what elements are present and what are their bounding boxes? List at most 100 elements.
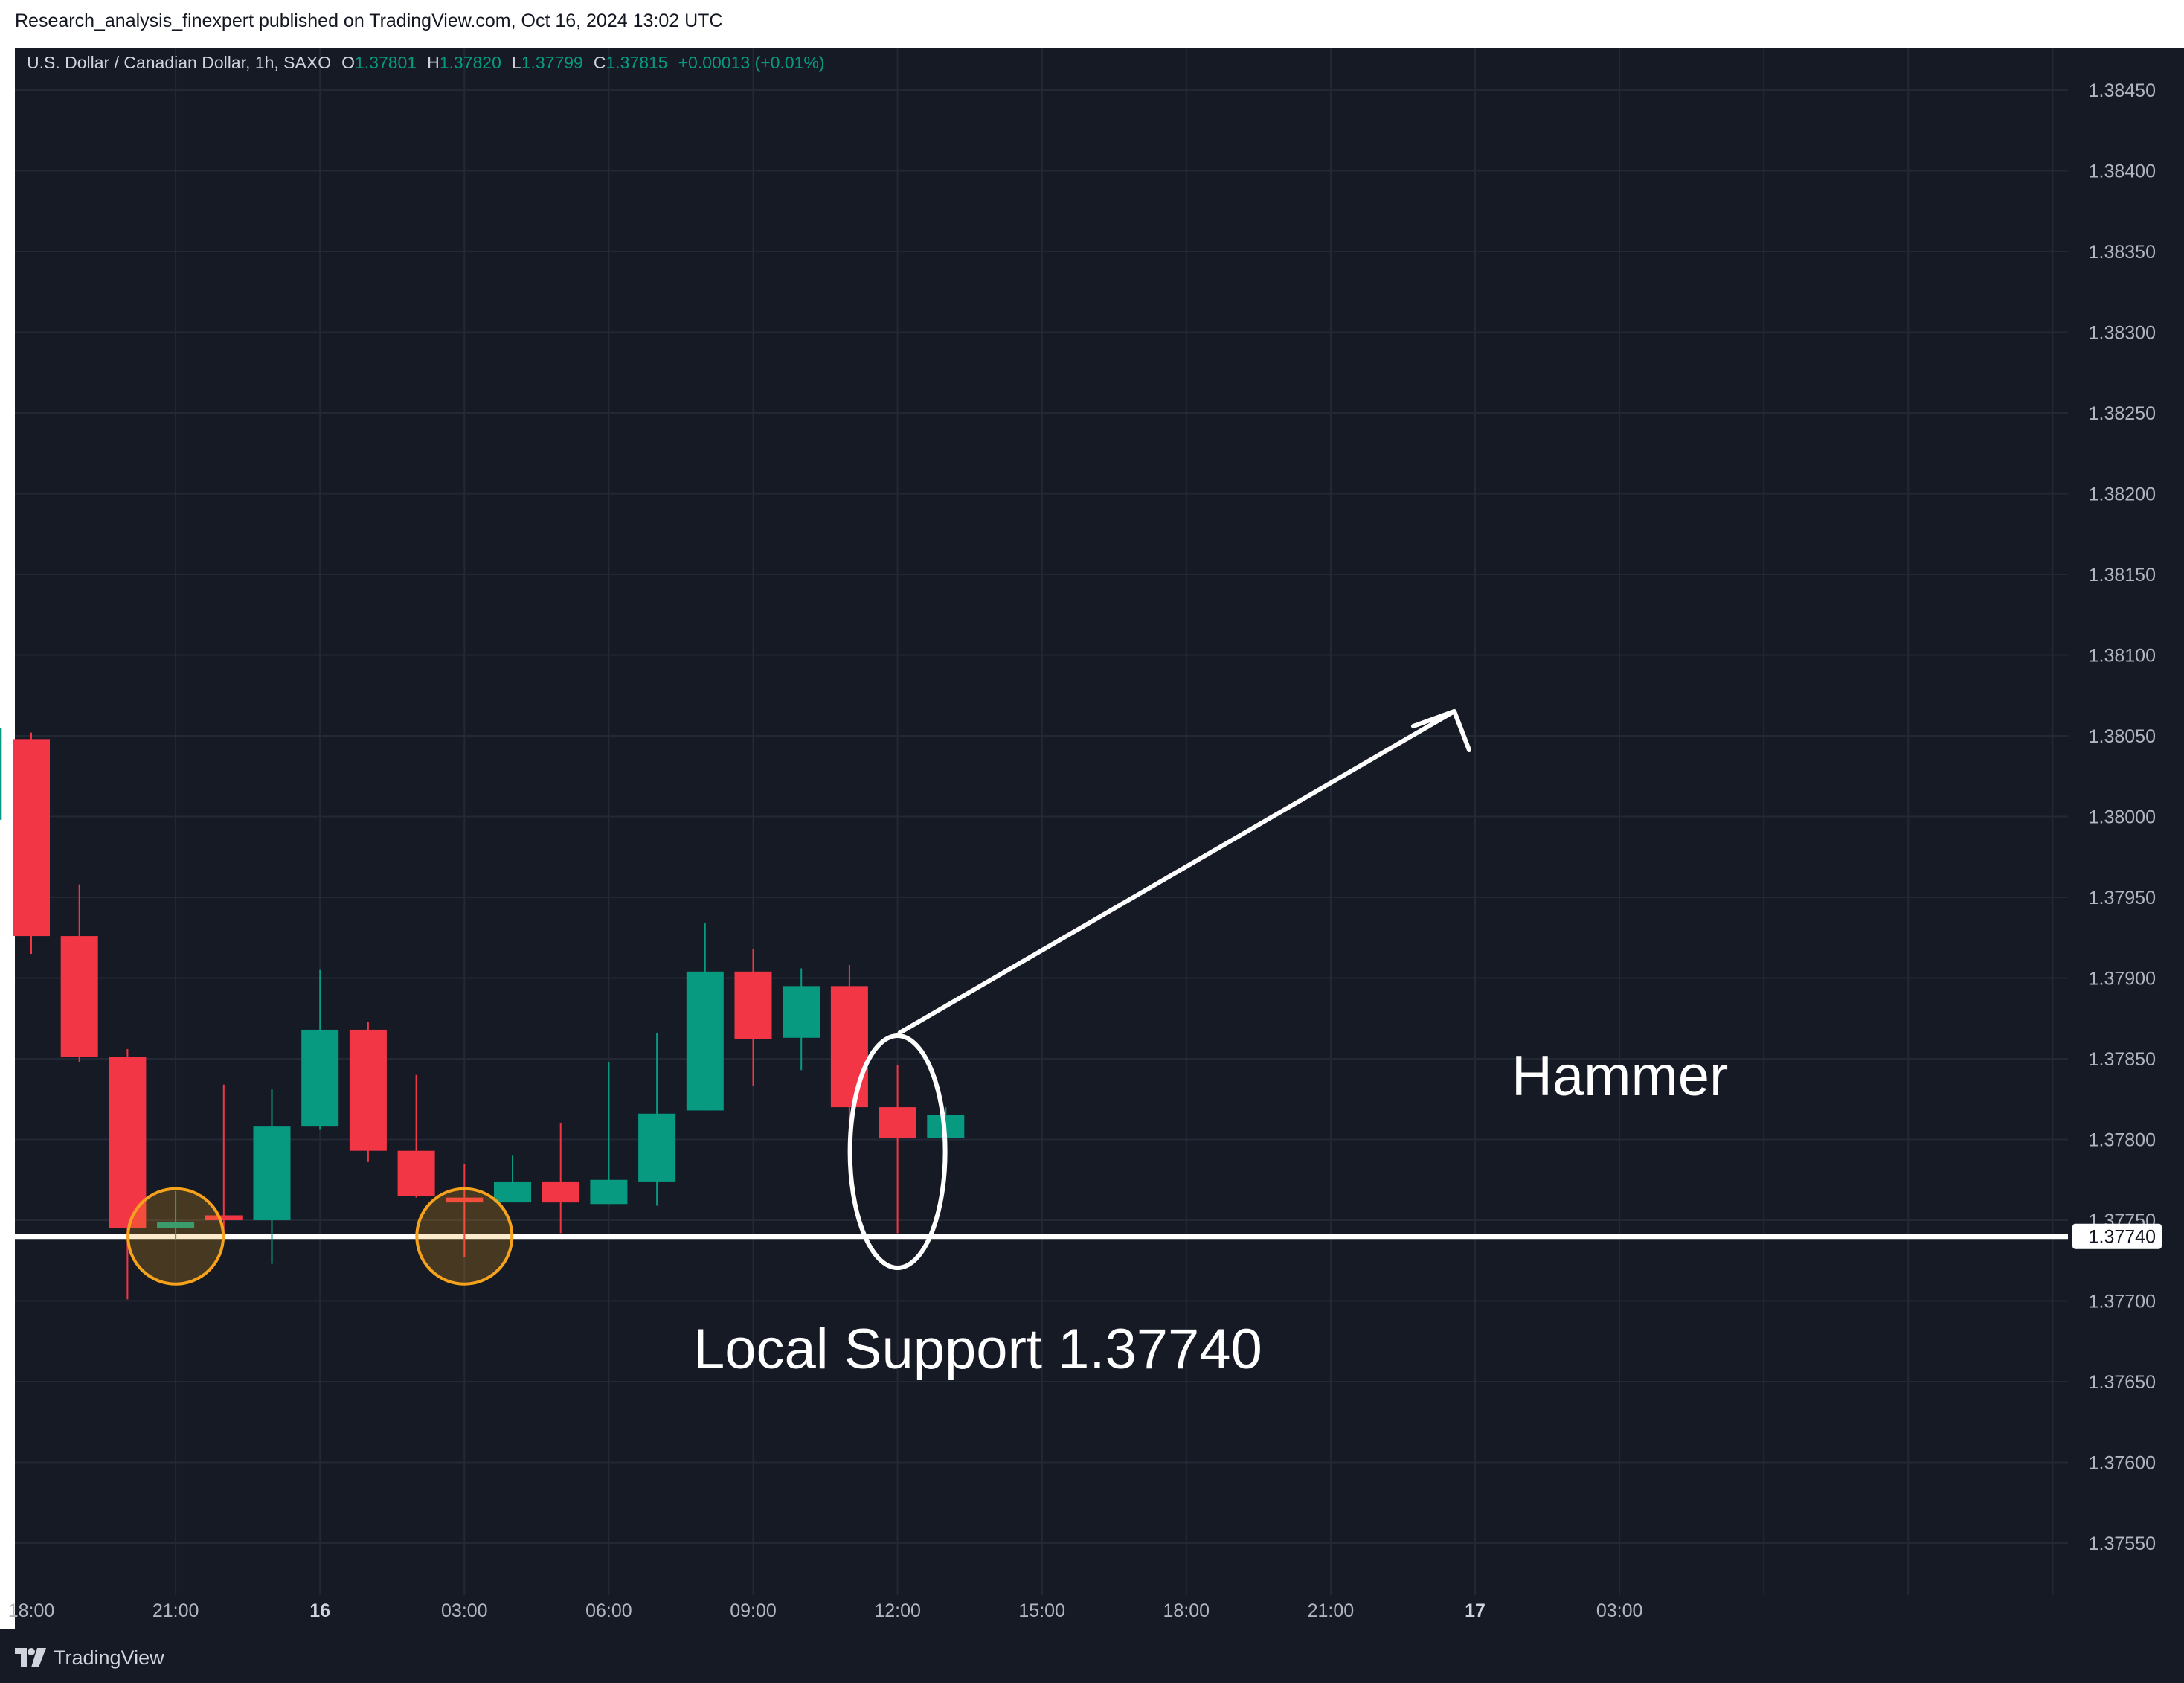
plot-background	[15, 48, 2184, 1650]
support-test-circle	[415, 1187, 514, 1286]
candle	[638, 1033, 676, 1206]
candle-body	[638, 1113, 676, 1182]
candle-body	[494, 1181, 531, 1203]
symbol-legend: U.S. Dollar / Canadian Dollar, 1h, SAXO …	[27, 53, 825, 72]
price-tick-label: 1.38050	[2089, 726, 2156, 747]
price-tick-label: 1.38100	[2089, 646, 2156, 667]
candle	[13, 732, 50, 954]
candle	[253, 1089, 291, 1264]
support-price-tag	[2072, 1223, 2162, 1249]
legend-ohlc-part: O	[341, 53, 355, 72]
time-tick-label: 18:00	[1163, 1600, 1210, 1621]
candle-body	[205, 1215, 243, 1220]
legend-ohlc-part: C	[594, 53, 606, 72]
time-tick-label: 16	[309, 1600, 330, 1621]
time-tick-label: 06:00	[585, 1600, 632, 1621]
candle	[109, 1048, 147, 1300]
candle	[590, 1062, 628, 1205]
arrow-head	[1411, 709, 1471, 752]
price-tick-label: 1.37600	[2089, 1453, 2156, 1474]
tradingview-logo-text: TradingView	[54, 1646, 164, 1669]
chart-area[interactable]: Hammer Local Support 1.37740 1.38450 1.384…	[0, 48, 2184, 1650]
time-tick-label: 03:00	[1596, 1600, 1643, 1621]
time-tick-label: 18:00	[8, 1600, 55, 1621]
time-tick-label: 21:00	[152, 1600, 199, 1621]
time-axis[interactable]: 0012:0015:0018:0021:001603:0006:0009:001…	[0, 1600, 1643, 1621]
candle	[0, 728, 2, 820]
candle-body	[397, 1150, 435, 1196]
legend-ohlc-part: +0.00013 (+0.01%)	[678, 53, 825, 72]
time-tick-label: 21:00	[1308, 1600, 1355, 1621]
legend-ohlc-part: 1.37799	[521, 53, 583, 72]
candle-body	[0, 728, 2, 820]
candle-body	[60, 936, 98, 1057]
legend-ohlc-part: 1.37801	[355, 53, 417, 72]
time-tick-label: 15:00	[1018, 1600, 1065, 1621]
candle	[205, 1084, 243, 1240]
candle	[686, 923, 724, 1111]
legend-symbol: U.S. Dollar / Canadian Dollar, 1h, SAXO	[27, 53, 331, 72]
candle-body	[446, 1197, 484, 1203]
candle	[397, 1074, 435, 1198]
price-tick-label: 1.38450	[2089, 80, 2156, 101]
publisher-line: Research_analysis_finexpert published on…	[15, 10, 723, 31]
price-tick-label: 1.38200	[2089, 484, 2156, 505]
candle	[542, 1123, 579, 1234]
legend-ohlc-part: 1.37815	[606, 53, 667, 72]
candle-body	[830, 986, 868, 1108]
candles	[0, 728, 965, 1300]
candle-body	[734, 971, 772, 1039]
price-tick-label: 1.37800	[2089, 1130, 2156, 1151]
hammer-label: Hammer	[1512, 1045, 1728, 1108]
legend-ohlc-part: H	[427, 53, 440, 72]
legend-ohlc-part: L	[512, 53, 521, 72]
price-tick-label: 1.37850	[2089, 1049, 2156, 1070]
candle-body	[349, 1029, 387, 1151]
candle	[157, 1190, 195, 1240]
candle	[301, 969, 339, 1130]
candle-body	[686, 971, 724, 1111]
price-tick-label: 1.38150	[2089, 565, 2156, 586]
price-tick-label: 1.38350	[2089, 242, 2156, 263]
time-tick-label: 03:00	[441, 1600, 488, 1621]
support-price-tag-label: 1.37740	[2089, 1227, 2156, 1248]
price-tick-label: 1.38300	[2089, 323, 2156, 344]
price-tick-label: 1.38250	[2089, 403, 2156, 424]
candle	[734, 949, 772, 1086]
time-tick-label: 17	[1465, 1600, 1486, 1621]
annotations: Hammer Local Support 1.37740	[126, 709, 1728, 1381]
candle	[60, 884, 98, 1062]
footer-bar	[0, 1629, 2184, 1683]
tradingview-logo[interactable]: TradingView	[15, 1644, 164, 1671]
price-tick-label: 1.37550	[2089, 1533, 2156, 1554]
candle-body	[590, 1179, 628, 1205]
hammer-ellipse	[847, 1033, 948, 1270]
candle-body	[301, 1029, 339, 1127]
support-test-circle	[126, 1187, 225, 1286]
candle	[879, 1065, 916, 1234]
price-tick-label: 1.37900	[2089, 969, 2156, 990]
legend-ohlc-part: 1.37820	[440, 53, 501, 72]
publication-header: Research_analysis_finexpert published on…	[0, 0, 2184, 48]
price-tick-label: 1.37950	[2089, 888, 2156, 908]
arrow-shaft	[897, 709, 1456, 1035]
candle	[830, 965, 868, 1127]
candle-body	[13, 739, 50, 937]
support-label: Local Support 1.37740	[693, 1318, 1262, 1381]
price-tick-label: 1.37650	[2089, 1372, 2156, 1393]
candle	[494, 1155, 531, 1203]
grid	[15, 48, 2068, 1595]
price-tick-label: 1.38400	[2089, 161, 2156, 182]
candle-body	[542, 1181, 579, 1203]
candle-body	[157, 1222, 195, 1228]
tradingview-logo-icon	[15, 1648, 46, 1667]
price-axis[interactable]: 1.38450 1.38400 1.38350 1.38300 1.38250 1.382…	[2072, 80, 2162, 1554]
candle-body	[879, 1107, 916, 1138]
candle-body	[109, 1057, 147, 1228]
time-tick-label: 09:00	[730, 1600, 777, 1621]
time-tick-label: 12:00	[874, 1600, 921, 1621]
candle-body	[253, 1126, 291, 1220]
candle	[446, 1164, 484, 1257]
price-tick-label: 1.37700	[2089, 1292, 2156, 1312]
